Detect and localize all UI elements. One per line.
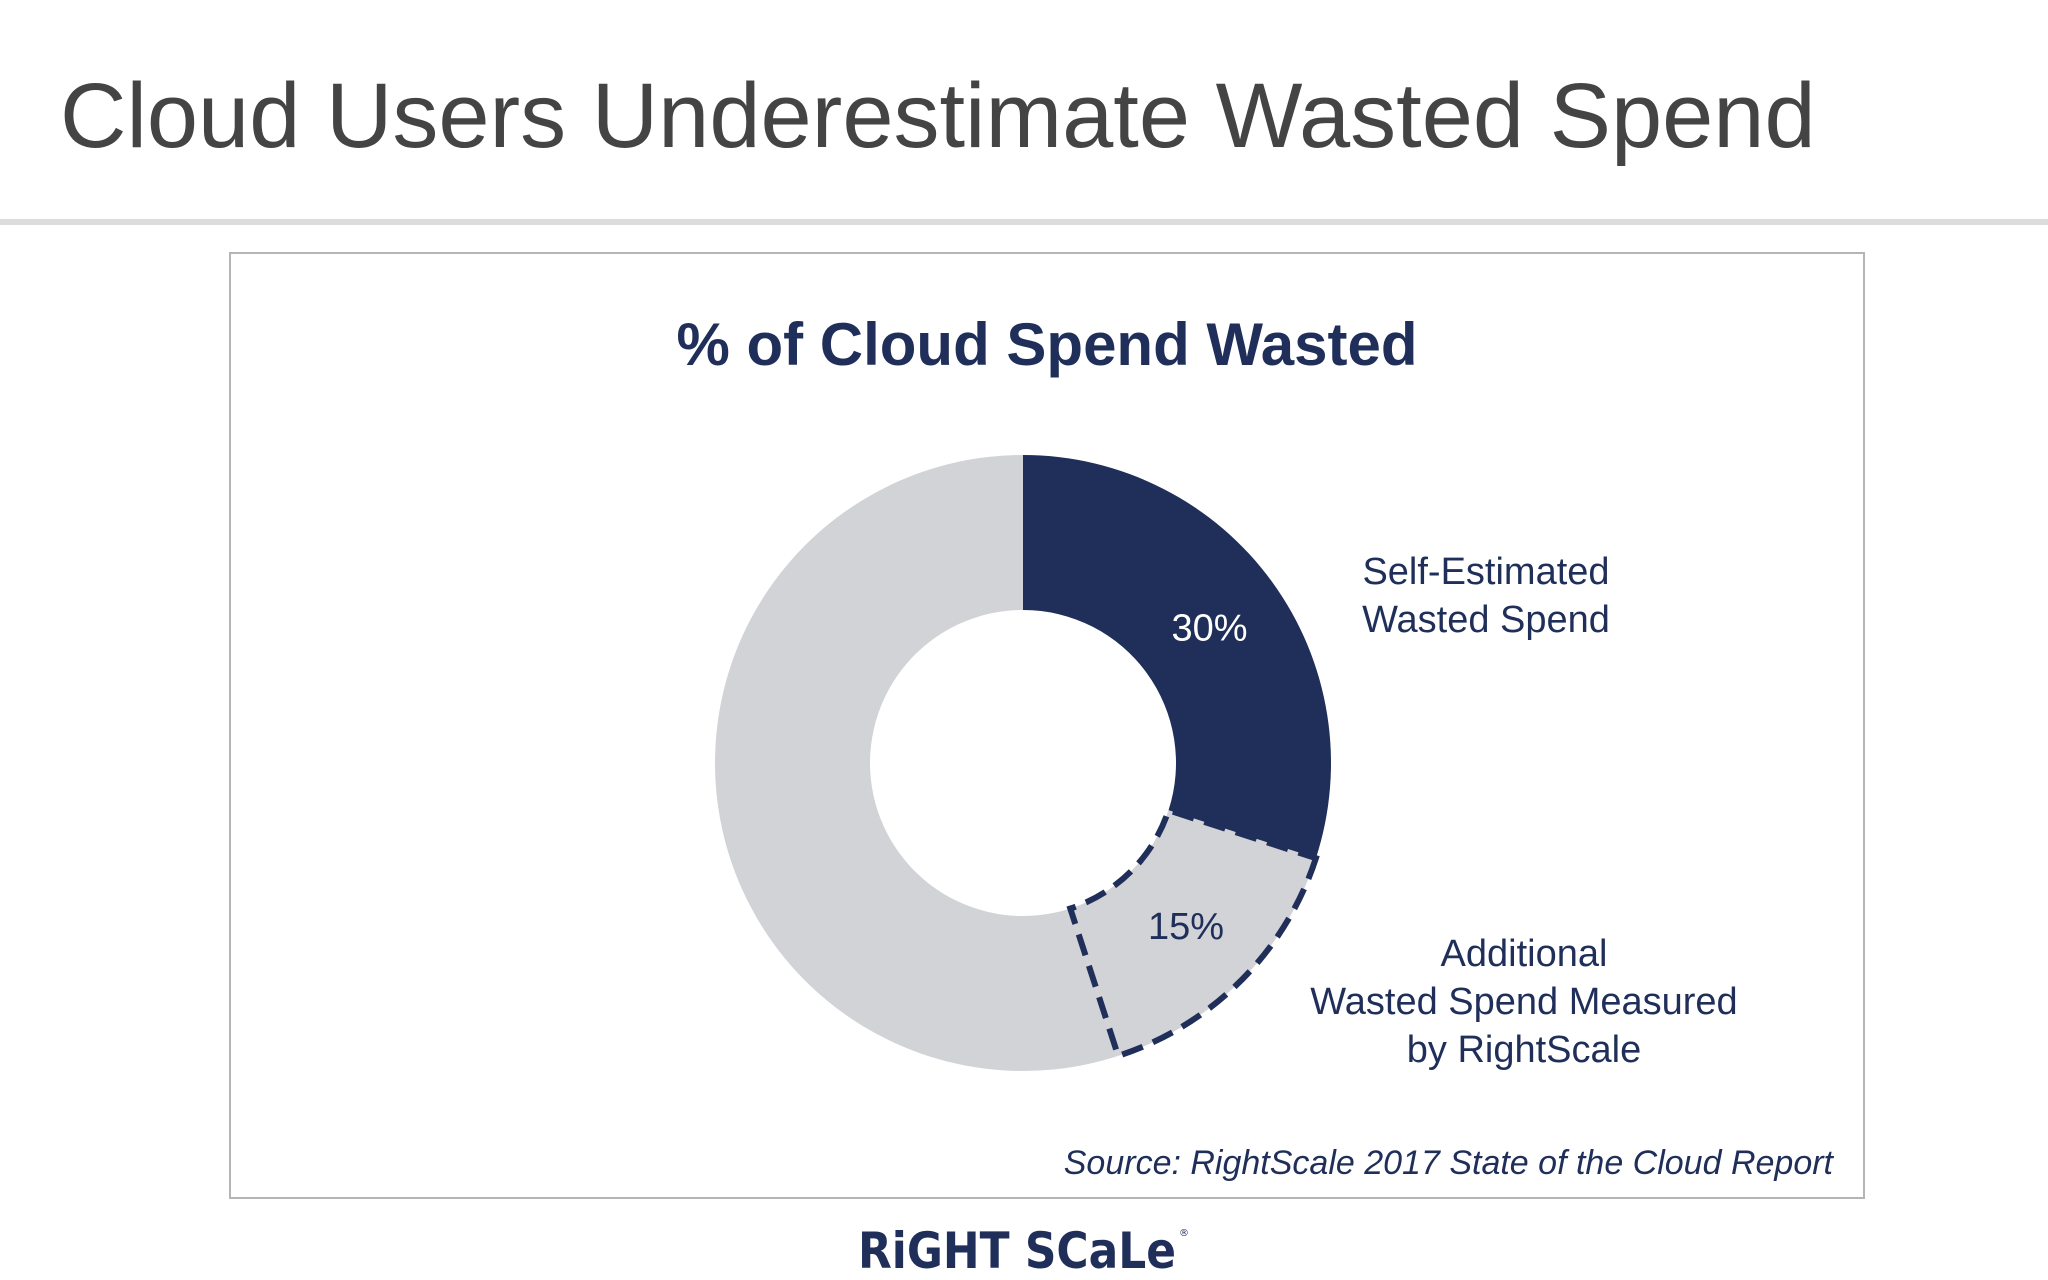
category-label-additional-wasted-spend-measured-by-rightscale: Additional Wasted Spend Measured by RightS… [1310, 933, 1737, 1071]
donut-slice-self-estimated-wasted-spend [1023, 455, 1331, 859]
dashed-slice-outline [1066, 806, 1320, 1060]
svg-text:RiGHT SCaLe: RiGHT SCaLe [858, 1222, 1176, 1276]
category-label-line: Additional [1441, 933, 1608, 975]
title-divider [0, 219, 2048, 225]
source-note: Source: RightScale 2017 State of the Clo… [1063, 1144, 1833, 1182]
chart-frame: % of Cloud Spend Wasted 30% 15% Self-Estim… [229, 252, 1865, 1199]
category-label-self-estimated-wasted-spend: Self-Estimated Wasted Spend [1362, 551, 1610, 641]
category-label-line: Wasted Spend [1362, 599, 1610, 641]
donut-slice-additional-wasted-spend-measured-by-rightscale [1070, 810, 1316, 1056]
chart-title: % of Cloud Spend Wasted [676, 311, 1418, 378]
svg-text:®: ® [1179, 1228, 1189, 1239]
donut-slice-remaining [715, 455, 1119, 1071]
category-label-line: Self-Estimated [1362, 551, 1609, 593]
rightscale-logo: RiGHT SCaLe ® [858, 1222, 1189, 1276]
data-label-15: 15% [1148, 906, 1224, 948]
data-label-30: 30% [1171, 608, 1247, 650]
category-label-line: Wasted Spend Measured [1310, 981, 1737, 1023]
donut-chart: 30% 15% Self-Estimated Wasted Spend Addition… [715, 455, 1738, 1071]
slide-title: Cloud Users Underestimate Wasted Spend [60, 65, 1816, 167]
category-label-line: by RightScale [1407, 1029, 1641, 1071]
